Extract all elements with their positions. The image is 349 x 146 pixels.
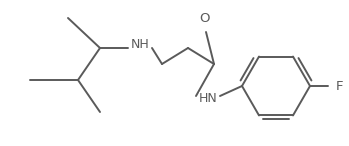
Text: F: F: [336, 80, 343, 93]
Text: O: O: [199, 12, 209, 25]
Text: NH: NH: [131, 39, 149, 52]
Text: HN: HN: [199, 92, 217, 105]
